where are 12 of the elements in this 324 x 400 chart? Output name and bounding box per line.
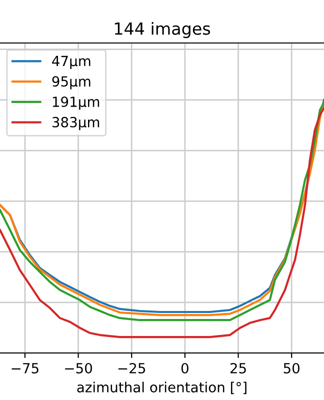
chart-title: 144 images <box>114 22 210 38</box>
x-tick-label: −25 <box>118 362 146 374</box>
x-tick-label: −50 <box>65 362 92 374</box>
x-tick-label: 50 <box>284 362 300 374</box>
legend-label: 383μm <box>52 116 100 130</box>
legend-label: 191μm <box>52 96 100 110</box>
legend-label: 47μm <box>52 56 90 69</box>
x-tick-label: −75 <box>12 363 38 374</box>
x-axis-title: azimuthal orientation [°] <box>77 382 246 394</box>
x-tick-label: 25 <box>230 362 246 374</box>
x-tick-label: 0 <box>181 362 188 374</box>
legend-label: 95μm <box>52 76 90 90</box>
